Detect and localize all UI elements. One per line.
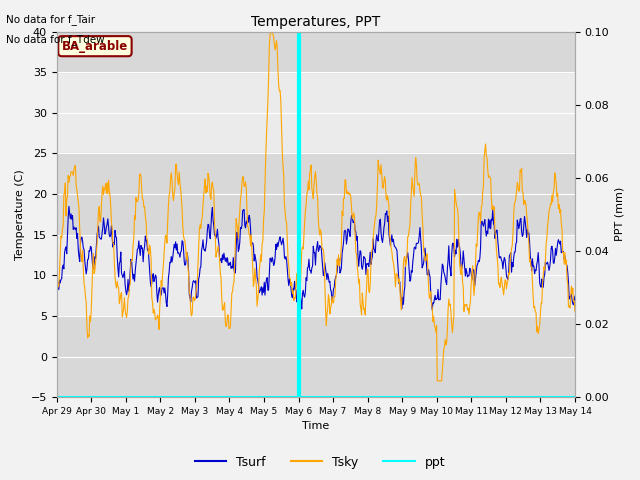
- Legend: Tsurf, Tsky, ppt: Tsurf, Tsky, ppt: [190, 451, 450, 474]
- Text: BA_arable: BA_arable: [62, 40, 128, 53]
- Bar: [57, 154, 575, 235]
- Bar: [57, 32, 575, 72]
- Bar: [57, 316, 575, 397]
- Text: No data for f_Tdew: No data for f_Tdew: [6, 34, 105, 45]
- X-axis label: Time: Time: [302, 421, 330, 432]
- Text: No data for f_Tair: No data for f_Tair: [6, 14, 95, 25]
- Y-axis label: Temperature (C): Temperature (C): [15, 169, 25, 260]
- Title: Temperatures, PPT: Temperatures, PPT: [251, 15, 380, 29]
- Y-axis label: PPT (mm): PPT (mm): [615, 187, 625, 241]
